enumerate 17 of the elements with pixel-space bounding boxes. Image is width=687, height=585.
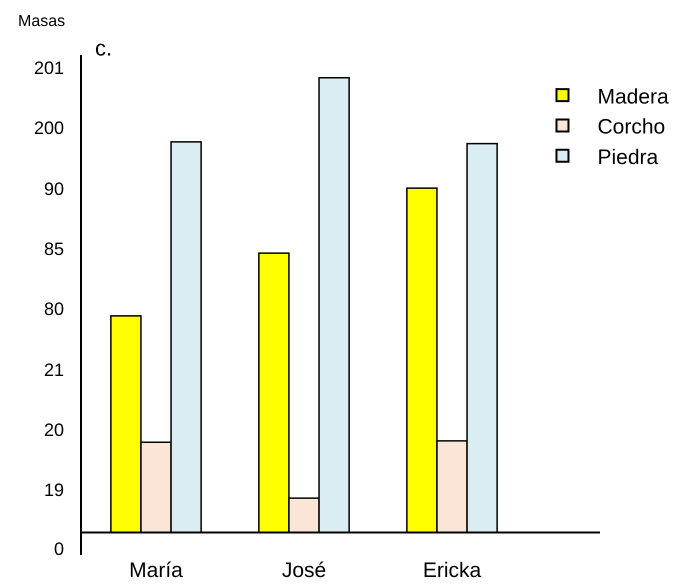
x-tick-label: Ericka xyxy=(422,559,482,582)
text: 85 xyxy=(44,239,64,259)
text: 0 xyxy=(54,539,64,559)
text: 201 xyxy=(34,58,64,78)
legend-label: Piedra xyxy=(597,146,659,169)
legend-label: Corcho xyxy=(597,116,666,139)
text: 20 xyxy=(44,420,64,440)
text: 80 xyxy=(44,299,64,319)
legend-label: Madera xyxy=(597,85,670,108)
text: 90 xyxy=(44,179,64,199)
text: 200 xyxy=(34,118,64,138)
y-axis-title: Masas xyxy=(18,13,66,30)
x-tick-label: José xyxy=(282,559,326,582)
text: 19 xyxy=(44,480,64,500)
text: 21 xyxy=(44,360,64,380)
x-tick-label: María xyxy=(129,559,184,582)
chart-title: c. xyxy=(95,36,112,61)
